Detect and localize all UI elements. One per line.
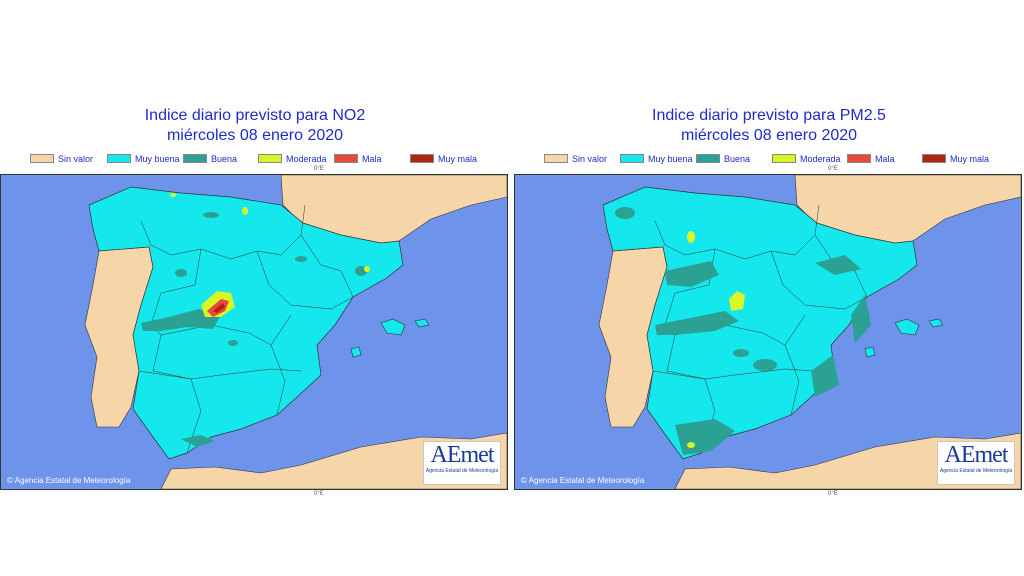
africa-land [674,432,1021,489]
legend-swatch [107,154,131,163]
legend-swatch [30,154,54,163]
ibiza-island [350,346,362,358]
pm25-forecast-panel: Indice diario previsto para PM2.5 miérco… [514,100,1024,500]
no2-title: Indice diario previsto para NO2 miércole… [0,106,510,146]
pm25-title: Indice diario previsto para PM2.5 miérco… [514,106,1024,146]
legend-item-mala: Mala [334,153,382,167]
pm25-title-line1: Indice diario previsto para PM2.5 [652,107,886,124]
legend-label: Muy mala [950,154,990,164]
copyright-text: © Agencia Estatal de Meteorología [521,476,645,485]
logo-word: AEmet [430,442,495,468]
ibiza-island [864,346,876,358]
aemet-logo: AEmet Agencia Estatal de Meteorología [423,441,501,485]
legend-swatch [258,154,282,163]
legend-item-mala: Mala [847,153,895,167]
menorca-island [414,318,430,328]
legend-item-buena: Buena [696,153,750,167]
legend-swatch [847,154,871,163]
legend-label: Buena [724,154,751,164]
legend-swatch [334,154,358,163]
pm25-title-line2: miércoles 08 enero 2020 [680,127,858,144]
copyright-text: © Agencia Estatal de Meteorología [7,476,131,485]
legend-swatch [544,154,568,163]
mallorca-island [894,318,920,336]
legend-label: Muy mala [438,154,478,164]
africa-land [160,432,507,489]
tick-bottom: 0°E [314,491,324,497]
no2-title-line2: miércoles 08 enero 2020 [166,127,344,144]
legend-swatch [183,154,207,163]
region-borders [138,204,354,454]
pm25-legend: Sin valor Muy buena Buena Moderada Mala … [514,153,1024,167]
legend-label: Moderada [286,154,327,164]
legend-label: Buena [211,154,238,164]
no2-map-svg [1,175,507,489]
pm25-map-svg [515,175,1021,489]
menorca-island [928,318,944,328]
legend-label: Sin valor [58,154,94,164]
buena-areas [141,212,367,447]
legend-label: Muy buena [135,154,180,164]
pm25-map: © Agencia Estatal de Meteorología AEmet … [514,174,1022,490]
legend-item-muy-mala: Muy mala [922,153,989,167]
no2-legend: Sin valor Muy buena Buena Moderada Mala … [0,153,510,167]
legend-label: Mala [875,154,895,164]
logo-word: AEmet [944,442,1009,468]
legend-label: Sin valor [572,154,608,164]
legend-item-buena: Buena [183,153,237,167]
legend-swatch [922,154,946,163]
logo-subtitle: Agencia Estatal de Meteorología [425,468,499,474]
legend-item-sin-valor: Sin valor [30,153,93,167]
tick-top: 0°E [314,166,324,172]
no2-forecast-panel: Indice diario previsto para NO2 miércole… [0,100,510,500]
legend-item-muy-buena: Muy buena [107,153,180,167]
no2-title-line1: Indice diario previsto para NO2 [144,107,366,124]
spain-land [602,186,918,460]
legend-swatch [410,154,434,163]
muy-mala-area [213,303,225,313]
legend-item-moderada: Moderada [772,153,841,167]
legend-swatch [772,154,796,163]
legend-label: Moderada [800,154,841,164]
legend-item-sin-valor: Sin valor [544,153,607,167]
aemet-logo: AEmet Agencia Estatal de Meteorología [937,441,1015,485]
legend-label: Muy buena [648,154,693,164]
moderada-areas [687,231,745,448]
legend-swatch [620,154,644,163]
legend-item-muy-buena: Muy buena [620,153,693,167]
spain-land [88,186,404,460]
legend-label: Mala [362,154,382,164]
legend-item-moderada: Moderada [258,153,327,167]
no2-map: © Agencia Estatal de Meteorología AEmet … [0,174,508,490]
tick-top: 0°E [828,166,838,172]
legend-item-muy-mala: Muy mala [410,153,477,167]
mallorca-island [380,318,406,336]
logo-subtitle: Agencia Estatal de Meteorología [939,468,1013,474]
legend-swatch [696,154,720,163]
tick-bottom: 0°E [828,491,838,497]
